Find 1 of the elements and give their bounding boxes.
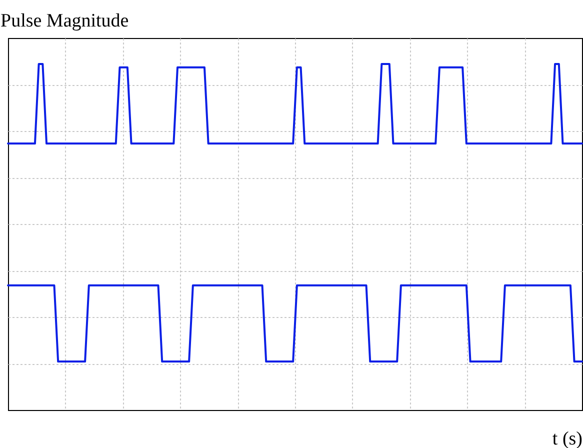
y-axis-title: Pulse Magnitude	[0, 10, 129, 32]
